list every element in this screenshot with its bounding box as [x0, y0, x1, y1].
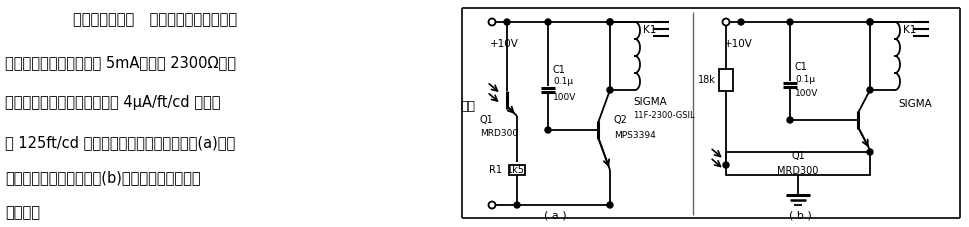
Circle shape: [787, 117, 793, 123]
Text: 有 125ft/cd 的亮度，继电器就可以工作。(a)电路: 有 125ft/cd 的亮度，继电器就可以工作。(a)电路: [5, 135, 235, 150]
Text: C1: C1: [553, 65, 566, 75]
Text: 驱动: 驱动: [460, 100, 475, 113]
Circle shape: [867, 149, 873, 155]
Circle shape: [514, 202, 520, 208]
Circle shape: [723, 18, 730, 25]
Bar: [726, 152, 870, 175]
Text: K1: K1: [643, 25, 656, 35]
Circle shape: [607, 19, 613, 25]
Text: 11F-2300-GSIL: 11F-2300-GSIL: [633, 111, 695, 121]
Circle shape: [488, 202, 495, 209]
Text: 1k5: 1k5: [507, 165, 525, 175]
Circle shape: [545, 127, 551, 133]
Circle shape: [738, 19, 744, 25]
Text: 电器，继电器工作电流为 5mA，内阻 2300Ω，光: 电器，继电器工作电流为 5mA，内阻 2300Ω，光: [5, 55, 235, 70]
Text: C1: C1: [795, 62, 808, 72]
Text: SIGMA: SIGMA: [633, 97, 667, 107]
Text: 18k: 18k: [698, 75, 716, 85]
Circle shape: [867, 87, 873, 93]
Text: Q2: Q2: [614, 115, 628, 125]
Circle shape: [787, 19, 793, 25]
Circle shape: [723, 162, 729, 168]
Circle shape: [867, 19, 873, 25]
Text: 敏晶体管的光电转换灵敏度为 4μA/ft/cd 时，若: 敏晶体管的光电转换灵敏度为 4μA/ft/cd 时，若: [5, 95, 220, 110]
Text: 两种光控继电器   该电路为简单的光控继: 两种光控继电器 该电路为简单的光控继: [73, 12, 236, 27]
Bar: [509, 165, 525, 175]
Circle shape: [545, 19, 551, 25]
Text: 电电路。: 电电路。: [5, 205, 40, 220]
Circle shape: [504, 19, 510, 25]
Text: Q1: Q1: [480, 115, 494, 125]
Text: MPS3394: MPS3394: [614, 131, 656, 140]
Circle shape: [867, 19, 873, 25]
Text: 100V: 100V: [553, 94, 577, 103]
Text: Q1: Q1: [791, 151, 805, 160]
Text: SIGMA: SIGMA: [898, 99, 932, 109]
Text: K1: K1: [903, 25, 917, 35]
Text: 0.1μ: 0.1μ: [553, 77, 573, 86]
Text: ( a ): ( a ): [544, 210, 566, 220]
Circle shape: [488, 18, 495, 25]
Circle shape: [607, 87, 613, 93]
Text: +10V: +10V: [490, 39, 518, 49]
Text: +10V: +10V: [724, 39, 753, 49]
Circle shape: [607, 202, 613, 208]
Text: 100V: 100V: [795, 89, 819, 99]
Text: ( b ): ( b ): [789, 210, 811, 220]
Text: MRD300: MRD300: [777, 165, 819, 175]
Text: 0.1μ: 0.1μ: [795, 74, 815, 84]
Text: R1: R1: [489, 165, 502, 175]
Circle shape: [607, 19, 613, 25]
Text: 为光照继电器通电电路，(b)电路为光照继电器断: 为光照继电器通电电路，(b)电路为光照继电器断: [5, 170, 201, 185]
Text: MRD300: MRD300: [480, 129, 518, 138]
Bar: [719, 69, 733, 91]
